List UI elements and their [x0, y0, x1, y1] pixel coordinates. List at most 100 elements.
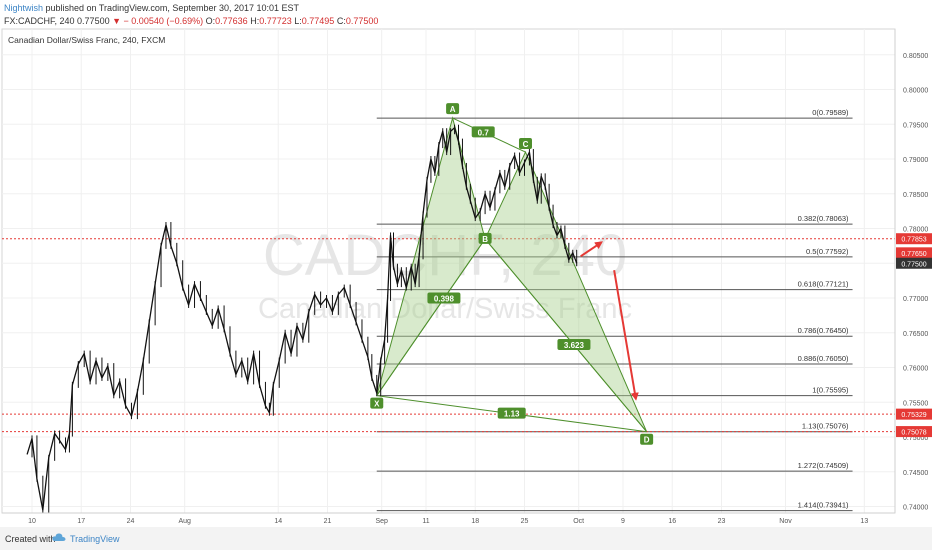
y-tick-label: 0.79000	[903, 157, 928, 164]
projection-arrows[interactable]	[580, 241, 639, 401]
tradingview-link[interactable]: TradingView	[70, 534, 120, 544]
chart-title: Canadian Dollar/Swiss Franc, 240, FXCM	[8, 35, 165, 45]
ratio-label-box	[557, 338, 591, 350]
ratio-label: 1.13	[504, 410, 520, 419]
y-tick-label: 0.77000	[903, 296, 928, 303]
x-tick-label: Sep	[375, 518, 388, 525]
y-tick-label: 0.75000	[903, 435, 928, 442]
y-tick-label: 0.80500	[903, 53, 928, 60]
close-label: C:	[336, 16, 346, 26]
horizontal-lines[interactable]	[2, 238, 895, 433]
projection-arrow[interactable]	[580, 241, 603, 258]
y-tick-label: 0.76500	[903, 331, 928, 338]
y-tick-label: 0.80000	[903, 88, 928, 95]
price-change: − 0.00540 (−0.69%)	[123, 16, 204, 26]
point-label-d: D	[644, 436, 650, 445]
axes: 0.80500 0.80000 0.79500 0.79000 0.78500 0.780…	[2, 29, 932, 525]
point-label-d-box	[640, 433, 654, 445]
x-tick-label: 9	[621, 518, 625, 525]
author-link[interactable]: Nightwish	[4, 3, 44, 13]
last-price: 0.77500	[77, 16, 110, 26]
point-label-a-box	[446, 103, 460, 115]
low-value: 0.77495	[301, 16, 335, 26]
point-label-a: A	[450, 105, 456, 114]
fib-level-label: 0.5(0.77592)	[806, 247, 849, 256]
symbol-watermark: CADCHF, 240 Canadian Dollar/Swiss Franc	[258, 223, 632, 325]
x-tick-label: 24	[127, 518, 135, 525]
fib-level-label: 1(0.75595)	[812, 386, 849, 395]
watermark-symbol: CADCHF, 240	[263, 223, 627, 288]
y-tick-label: 0.74000	[903, 505, 928, 512]
ratio-label-box	[497, 407, 526, 419]
point-label-c-box	[518, 138, 532, 150]
down-triangle-icon: ▼	[112, 16, 122, 26]
price-tag	[896, 257, 932, 269]
point-label-x: X	[374, 400, 380, 409]
price-tag	[896, 426, 932, 438]
y-tick-label: 0.78000	[903, 227, 928, 234]
fib-level-label: 0.886(0.76050)	[798, 354, 849, 363]
x-tick-label: 21	[324, 518, 332, 525]
fib-level-label: 0.786(0.76450)	[798, 326, 849, 335]
fib-level-label: 0.618(0.77121)	[798, 280, 849, 289]
price-tag-label: 0.75329	[901, 412, 926, 419]
point-label-c: C	[523, 140, 529, 149]
price-tag-label: 0.77500	[901, 261, 926, 268]
y-tick-label: 0.76000	[903, 366, 928, 373]
low-label: L:	[294, 16, 302, 26]
publish-info: published on TradingView.com, September …	[43, 3, 300, 13]
y-tick-label: 0.74500	[903, 470, 928, 477]
price-tag	[896, 408, 932, 420]
price-series	[26, 124, 578, 513]
fib-level-label: 1.13(0.75076)	[802, 422, 849, 431]
price-chart[interactable]: CADCHF, 240 Canadian Dollar/Swiss Franc …	[0, 28, 932, 527]
price-tag	[896, 247, 932, 259]
ratio-label: 0.7	[478, 128, 490, 137]
created-with-label: Created with	[5, 534, 56, 544]
chart-header: Nightwish published on TradingView.com, …	[4, 2, 378, 28]
point-label-b: B	[482, 235, 488, 244]
ratio-label-box	[471, 126, 495, 138]
x-tick-label: 11	[422, 518, 429, 525]
x-tick-label: 16	[668, 518, 676, 525]
fib-level-label: 0(0.79589)	[812, 108, 849, 117]
x-tick-label: Oct	[573, 518, 584, 525]
x-tick-label: Nov	[779, 518, 792, 525]
footer-bar: Created with TradingView	[0, 527, 932, 550]
x-tick-label: 25	[521, 518, 529, 525]
symbol-label: FX:CADCHF, 240	[4, 16, 75, 26]
point-label-x-box	[370, 397, 384, 409]
grid	[1, 28, 896, 514]
x-tick-label: Aug	[178, 518, 191, 525]
y-tick-label: 0.75500	[903, 400, 928, 407]
x-tick-label: 13	[860, 518, 868, 525]
open-label: O:	[205, 16, 216, 26]
high-value: 0.77723	[259, 16, 292, 26]
x-tick-label: 10	[28, 518, 36, 525]
close-value: 0.77500	[345, 16, 379, 26]
y-tick-label: 0.78500	[903, 192, 928, 199]
price-tag	[896, 233, 932, 245]
projection-arrow[interactable]	[613, 270, 639, 401]
open-value: 0.77636	[215, 16, 248, 26]
price-tag-label: 0.77650	[901, 251, 926, 258]
line-xb	[376, 238, 486, 396]
pattern-labels: X A B C D 0.7 0.398 3.623 1.13	[370, 103, 654, 445]
point-label-b-box	[478, 232, 492, 244]
price-tag-label: 0.75078	[901, 430, 926, 437]
tradingview-cloud-icon	[52, 533, 66, 541]
line-bd	[484, 238, 648, 433]
publish-line: Nightwish published on TradingView.com, …	[4, 2, 378, 15]
ratio-label: 3.623	[564, 341, 585, 350]
x-tick-label: 17	[77, 518, 85, 525]
high-label: H:	[250, 16, 260, 26]
ratio-label-box	[427, 292, 461, 304]
x-tick-label: 14	[274, 518, 282, 525]
fib-level-label: 1.414(0.73941)	[798, 501, 849, 510]
fib-retracement[interactable]: 0(0.79589) 0.382(0.78063) 0.5(0.77592) 0.61…	[376, 108, 853, 512]
x-tick-label: 18	[471, 518, 479, 525]
fib-level-label: 1.272(0.74509)	[798, 461, 849, 470]
x-tick-label: 23	[718, 518, 726, 525]
fib-level-label: 0.382(0.78063)	[798, 214, 849, 223]
quote-line: FX:CADCHF, 240 0.77500 ▼ − 0.00540 (−0.6…	[4, 15, 378, 28]
